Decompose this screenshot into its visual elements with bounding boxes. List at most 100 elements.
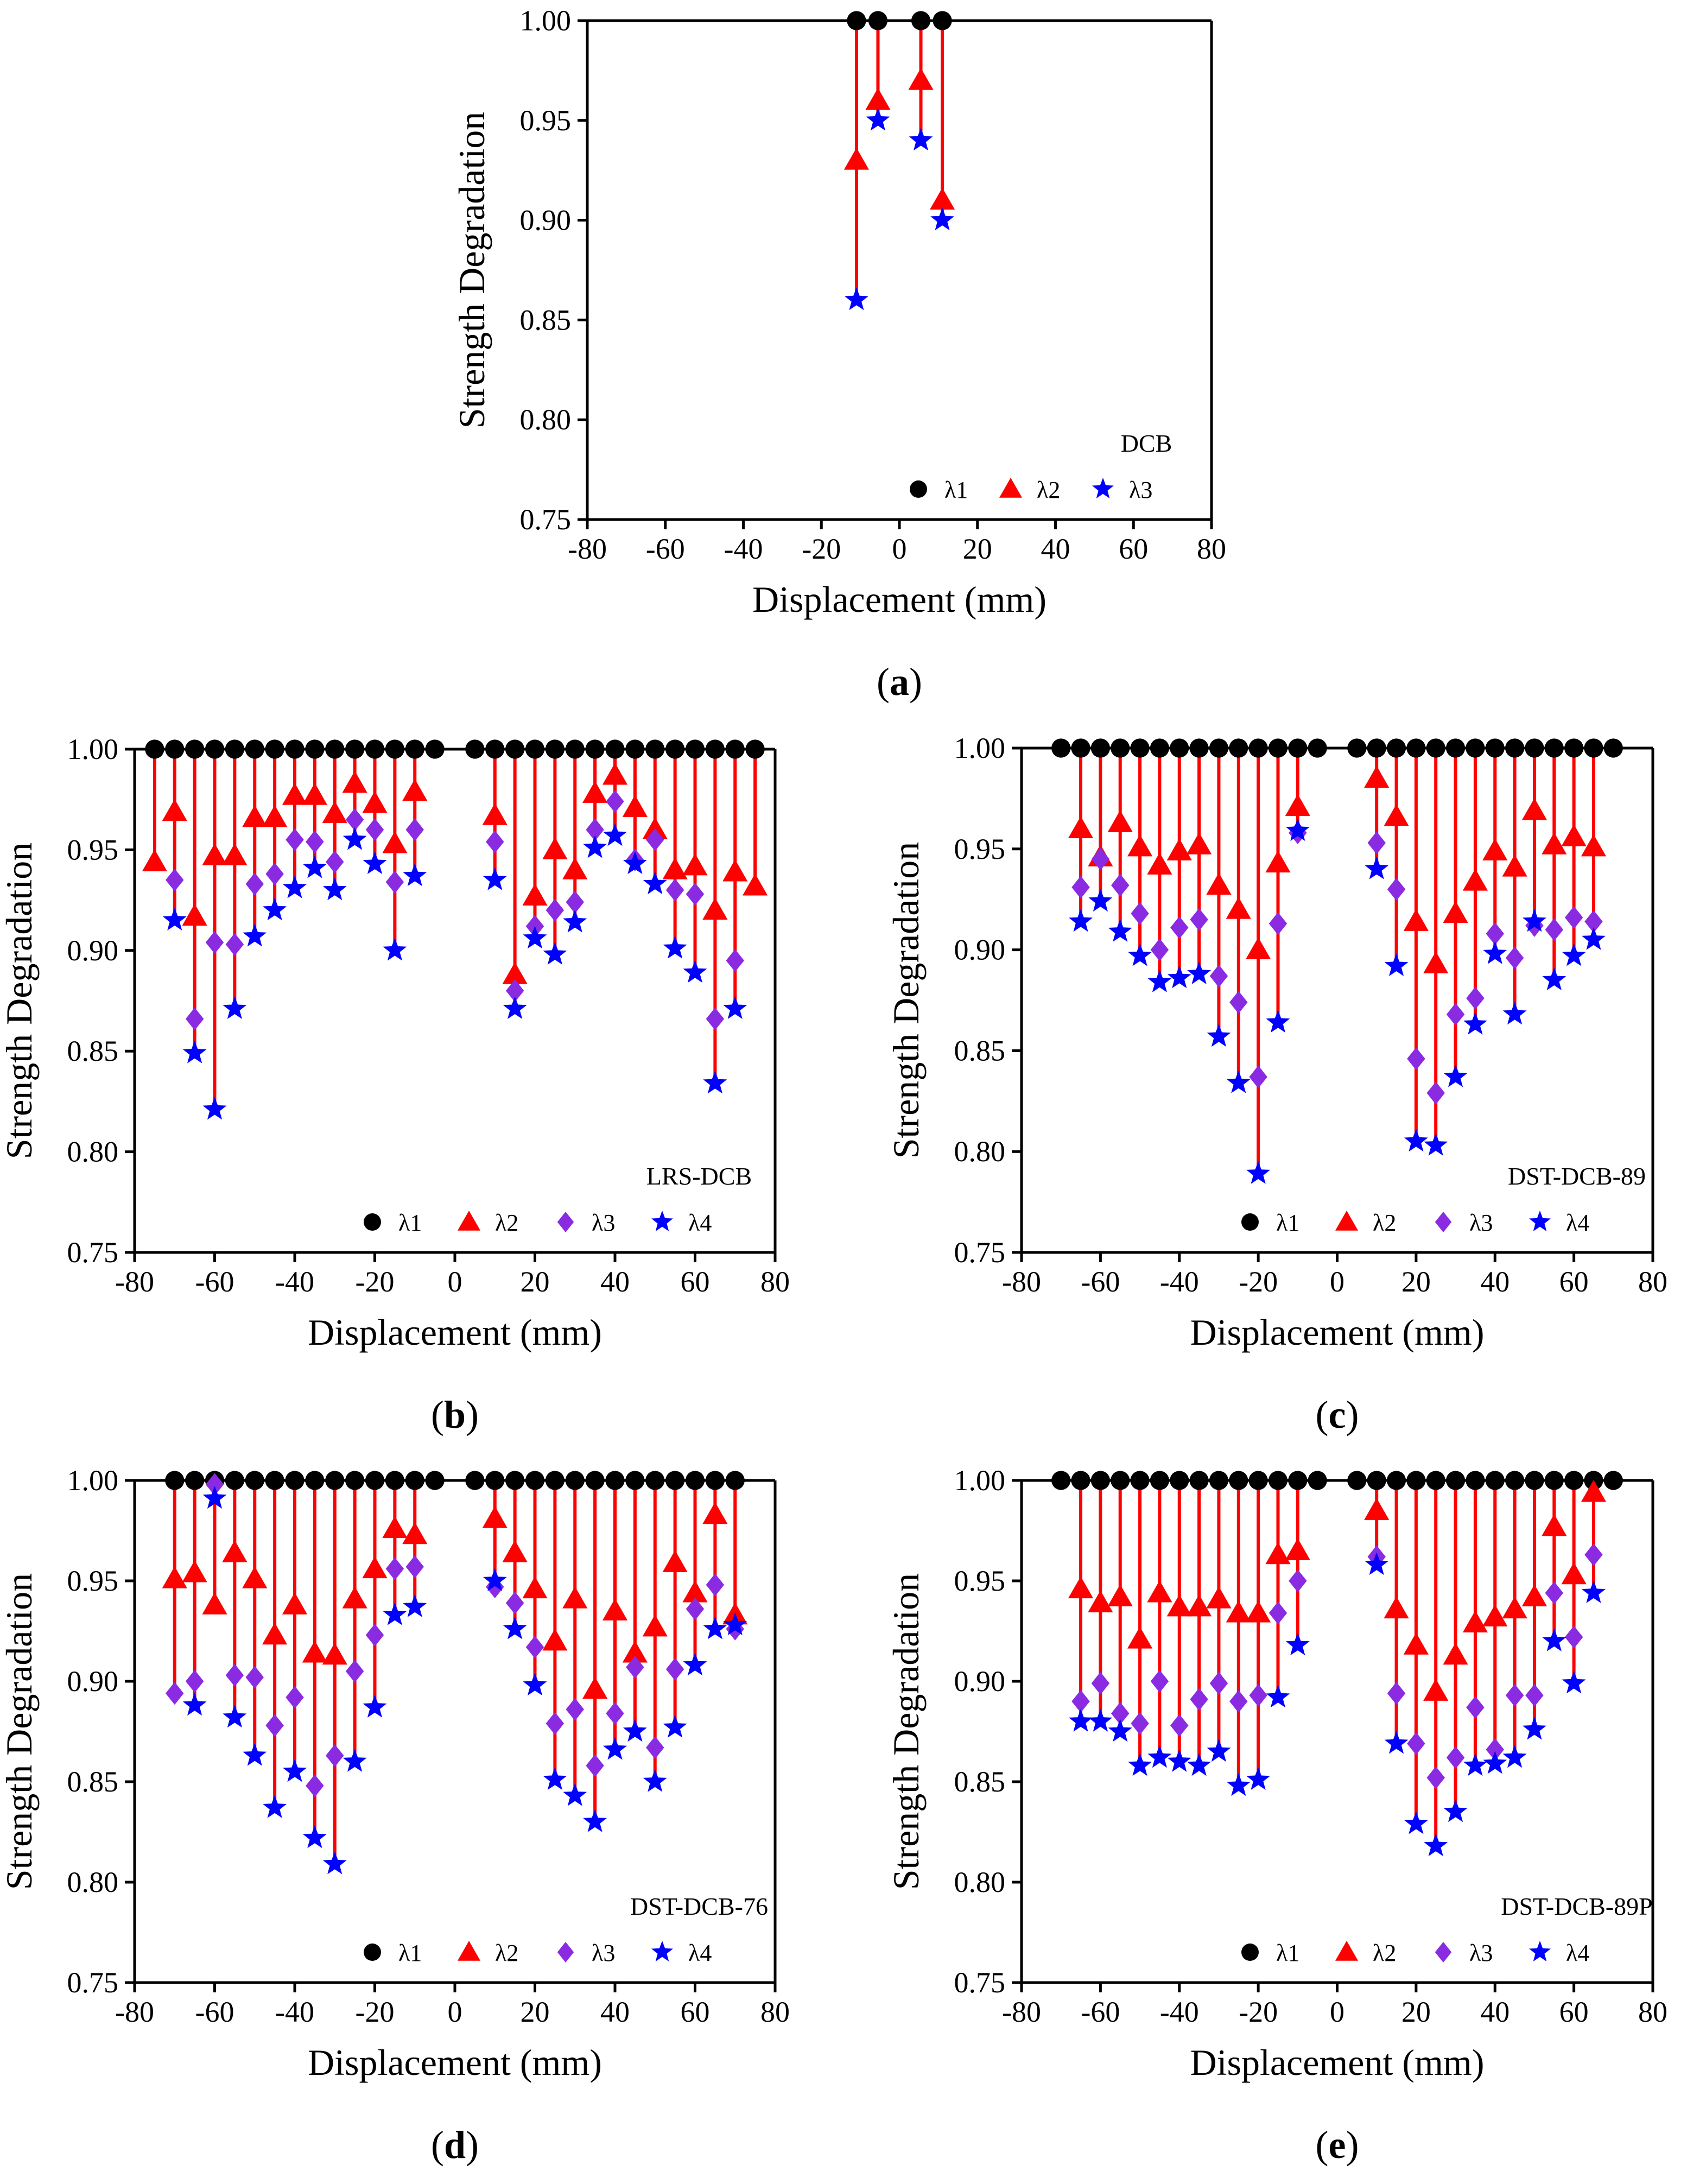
data-point-star <box>1088 889 1113 912</box>
data-point-diamond <box>706 1573 725 1597</box>
data-point-diamond <box>1426 1081 1445 1105</box>
data-point-triangle <box>202 1592 227 1615</box>
data-point-triangle <box>908 68 934 90</box>
data-point-diamond <box>245 872 264 896</box>
x-tick-label: 60 <box>1559 1996 1589 2028</box>
data-point-star <box>909 128 933 151</box>
panel-label: (a) <box>877 660 922 704</box>
data-point-star <box>930 207 954 231</box>
data-point-triangle <box>743 873 768 896</box>
data-point-triangle <box>242 805 268 827</box>
data-point-diamond <box>1446 1746 1465 1769</box>
data-point-star <box>1365 1552 1389 1575</box>
data-point-star <box>1069 909 1093 932</box>
data-point-circle <box>585 1471 605 1490</box>
data-point-star <box>583 835 607 858</box>
data-point-diamond <box>665 878 684 902</box>
data-point-diamond <box>1190 1688 1208 1711</box>
data-point-diamond <box>1505 1684 1524 1707</box>
data-point-diamond <box>1505 946 1524 970</box>
data-point-triangle <box>362 1556 388 1579</box>
data-point-star <box>1523 1717 1546 1740</box>
data-point-diamond <box>1071 1690 1090 1713</box>
data-point-diamond <box>1367 831 1386 854</box>
data-point-circle <box>1209 1471 1229 1490</box>
data-point-circle <box>1445 1471 1466 1490</box>
data-point-star <box>202 1097 227 1120</box>
data-point-triangle <box>844 148 870 170</box>
x-axis-title: Displacement (mm) <box>1190 1312 1485 1353</box>
legend-marker-diamond <box>1435 1942 1452 1963</box>
data-point-circle <box>505 1471 525 1490</box>
data-point-diamond <box>1150 1670 1169 1693</box>
data-point-diamond <box>486 1575 504 1598</box>
data-point-triangle <box>1226 897 1251 919</box>
data-point-triangle <box>262 805 288 827</box>
data-point-circle <box>1367 1471 1386 1490</box>
y-tick-label: 0.90 <box>954 1665 1006 1698</box>
data-point-circle <box>1564 1471 1584 1490</box>
data-point-triangle <box>1542 832 1567 854</box>
data-point-star <box>302 855 327 878</box>
data-point-diamond <box>1269 1601 1288 1625</box>
data-point-diamond <box>505 1591 524 1615</box>
data-point-star <box>223 996 247 1019</box>
data-point-triangle <box>1166 1594 1192 1617</box>
x-tick-label: -80 <box>568 533 607 565</box>
y-tick-label: 0.75 <box>520 503 572 536</box>
data-point-star <box>302 1825 327 1849</box>
data-point-circle <box>1150 738 1170 758</box>
data-point-triangle <box>1521 798 1548 820</box>
data-point-circle <box>185 1471 205 1490</box>
data-point-diamond <box>306 1774 324 1797</box>
data-point-circle <box>1229 1471 1248 1490</box>
x-tick-label: -80 <box>1002 1996 1041 2028</box>
chart-panel-d: -80 -60 -40 -20 0 20 40 60 80 0.75 0.80 0.85 0.90 0.9… <box>0 1464 790 2167</box>
data-point-circle <box>725 1471 745 1490</box>
data-point-star <box>283 1759 307 1782</box>
data-point-diamond <box>1289 1569 1307 1592</box>
legend-marker-circle <box>364 1944 381 1961</box>
data-point-diamond <box>586 818 604 841</box>
legend-label: λ4 <box>1566 1210 1589 1236</box>
data-point-circle <box>1564 738 1584 758</box>
y-tick-label: 1.00 <box>954 732 1006 764</box>
data-point-star <box>703 1071 727 1094</box>
data-point-triangle <box>282 1592 308 1615</box>
data-point-star <box>322 1851 347 1875</box>
data-point-circle <box>1544 738 1564 758</box>
data-point-circle <box>505 739 525 759</box>
y-axis-title: Strength Degradation <box>885 1573 927 1890</box>
x-tick-label: 80 <box>760 1996 790 2028</box>
x-tick-label: -80 <box>115 1265 154 1298</box>
chart-panel-a: -80 -60 -40 -20 0 20 40 60 80 0.75 0.80 0.85 0.90 0.9… <box>451 4 1226 704</box>
data-point-circle <box>1090 738 1110 758</box>
data-point-star <box>1384 953 1409 976</box>
data-point-diamond <box>1170 916 1189 939</box>
data-point-triangle <box>682 853 708 876</box>
data-point-star <box>1483 941 1507 964</box>
data-point-triangle <box>1107 810 1133 832</box>
data-point-circle <box>645 739 665 759</box>
legend-label: λ2 <box>1037 477 1060 503</box>
data-point-star <box>1523 909 1546 932</box>
x-tick-label: -60 <box>1081 1996 1120 2028</box>
data-point-circle <box>465 739 485 759</box>
data-point-triangle <box>642 1615 668 1637</box>
x-tick-label: 80 <box>1638 1996 1667 2028</box>
data-point-triangle <box>382 831 408 853</box>
legend-title: DST-DCB-76 <box>630 1892 768 1920</box>
data-point-triangle <box>562 857 588 879</box>
data-point-diamond <box>1387 1682 1406 1705</box>
data-point-triangle <box>402 1522 428 1544</box>
data-point-circle <box>1466 738 1485 758</box>
data-point-circle <box>1308 1471 1327 1490</box>
data-point-circle <box>1288 1471 1308 1490</box>
data-point-triangle <box>1206 1586 1232 1609</box>
data-point-diamond <box>1466 1696 1485 1719</box>
data-point-diamond <box>1387 878 1406 901</box>
data-point-triangle <box>1226 1600 1251 1623</box>
data-point-circle <box>1248 1471 1268 1490</box>
data-point-diamond <box>1525 1684 1544 1707</box>
data-point-diamond <box>405 818 424 841</box>
